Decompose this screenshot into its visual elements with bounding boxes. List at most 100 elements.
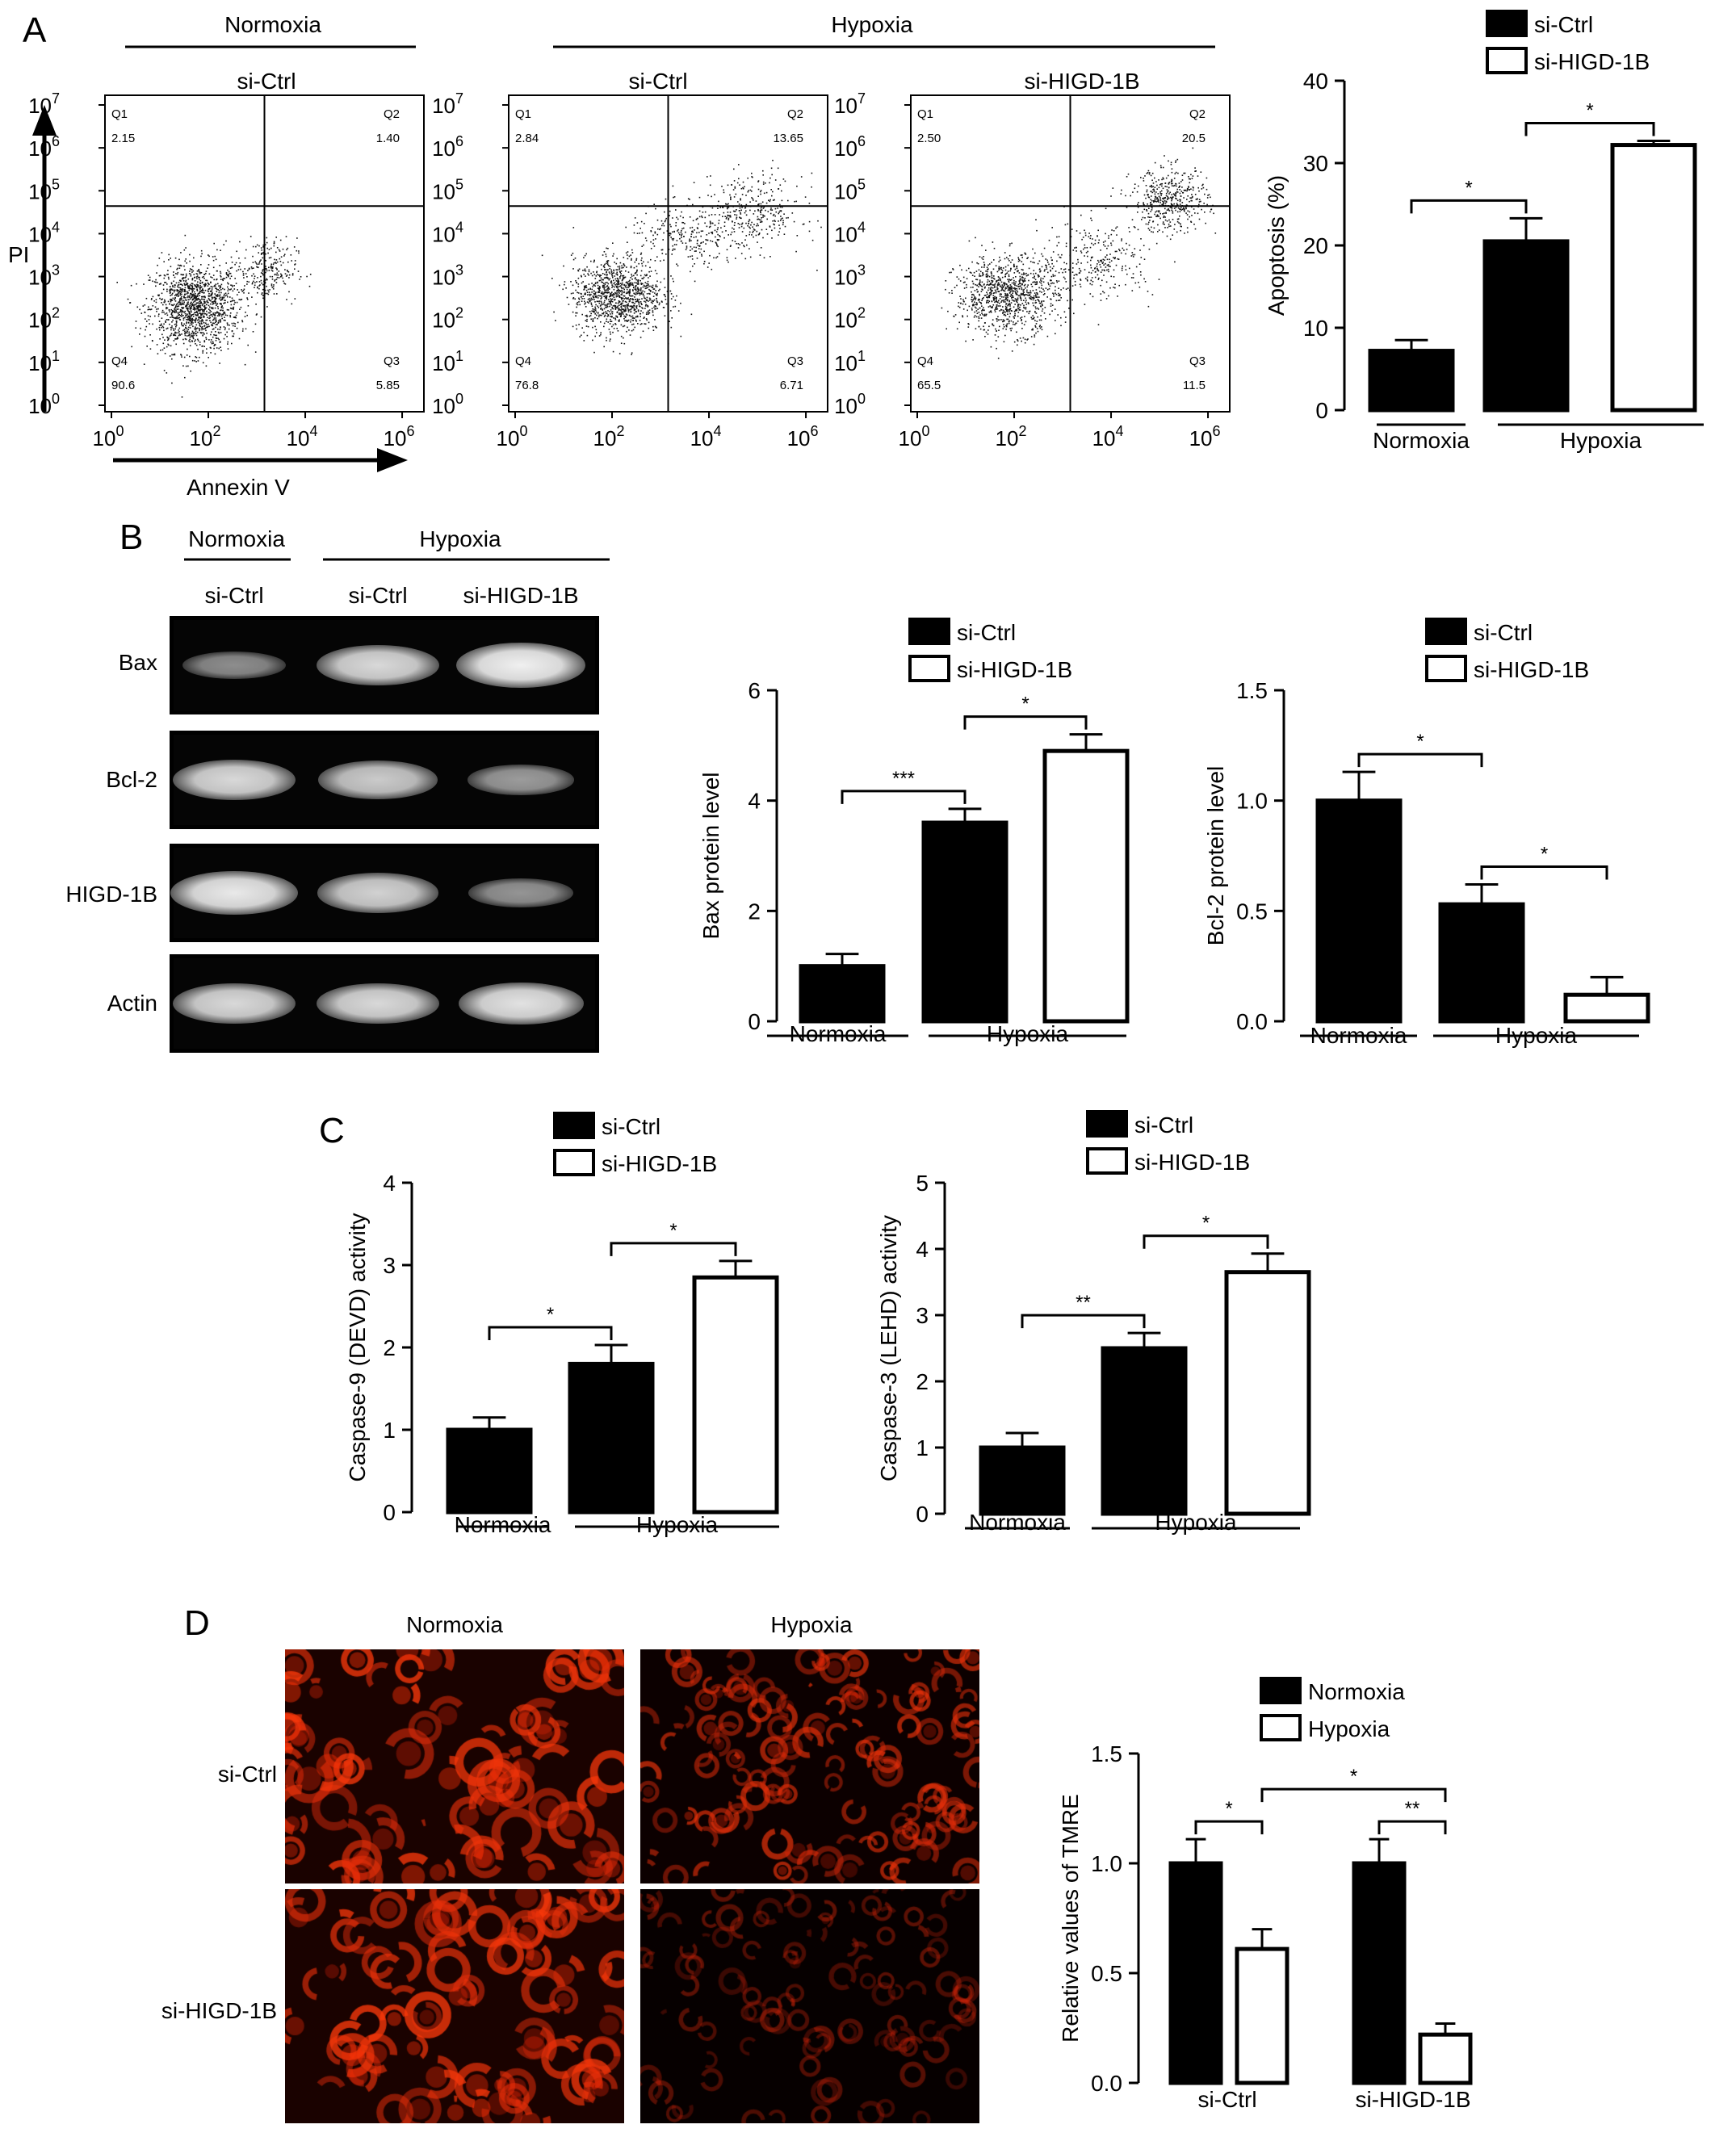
- flow-event: [635, 282, 638, 284]
- flow-event: [729, 215, 732, 216]
- flow-event: [216, 311, 218, 312]
- flow-event: [646, 274, 648, 276]
- flow-event: [257, 266, 258, 268]
- flow-event: [1013, 341, 1016, 343]
- flow-event: [208, 357, 209, 358]
- flow-event: [624, 309, 626, 312]
- flow-event: [1151, 199, 1153, 202]
- flow-event: [630, 316, 632, 317]
- flow-event: [652, 287, 653, 288]
- flow-event: [1101, 269, 1103, 271]
- flow-y-tick-exponent: 7: [52, 90, 60, 107]
- flow-event: [642, 278, 644, 279]
- flow-event: [1190, 199, 1192, 202]
- flow-event: [191, 296, 193, 298]
- flow-event: [624, 276, 627, 279]
- flow-event: [595, 329, 598, 331]
- flow-event: [176, 303, 178, 304]
- flow-event: [582, 281, 584, 283]
- flow-event: [166, 288, 168, 291]
- flow-event: [632, 290, 634, 291]
- flow-event: [178, 287, 180, 288]
- flow-event: [200, 322, 203, 324]
- flow-event: [223, 312, 225, 313]
- flow-event: [635, 288, 637, 290]
- flow-event: [161, 252, 163, 254]
- flow-event: [271, 287, 274, 288]
- flow-q1-value: 2.15: [111, 132, 135, 145]
- flow-event: [610, 282, 612, 284]
- flow-event: [1007, 304, 1009, 306]
- flow-event: [641, 278, 643, 279]
- flow-event: [156, 310, 157, 312]
- flow-event: [1149, 186, 1151, 187]
- flow-event: [185, 314, 187, 316]
- flow-event: [594, 316, 596, 319]
- flow-event: [184, 234, 187, 237]
- flow-event: [633, 304, 635, 307]
- flow-event: [976, 303, 978, 305]
- flow-event: [212, 286, 213, 288]
- flow-event: [1067, 287, 1069, 289]
- flow-event: [191, 303, 194, 304]
- flow-event: [294, 298, 296, 300]
- flow-event: [999, 285, 1001, 287]
- flow-event: [606, 274, 608, 276]
- flow-event: [581, 298, 583, 300]
- flow-event: [728, 215, 730, 216]
- flow-event: [262, 283, 264, 286]
- flow-event: [983, 325, 984, 328]
- flow-event: [652, 242, 654, 245]
- flow-event: [252, 262, 254, 263]
- flow-event: [1021, 316, 1023, 318]
- flow-event: [593, 274, 596, 275]
- flow-event: [994, 311, 996, 312]
- flow-event: [1106, 254, 1108, 256]
- flow-event: [602, 309, 604, 311]
- flow-event: [276, 247, 279, 249]
- flow-y-tick-exponent: 1: [455, 348, 463, 364]
- flow-event: [184, 291, 186, 293]
- flow-event: [220, 298, 222, 300]
- flow-event: [1121, 189, 1122, 191]
- flow-event: [650, 270, 652, 272]
- flow-event: [181, 313, 182, 315]
- flow-event: [211, 323, 213, 325]
- flow-event: [993, 259, 995, 261]
- flow-event: [773, 213, 775, 216]
- flow-event: [606, 263, 609, 266]
- flow-event: [1035, 332, 1037, 334]
- flow-event: [635, 277, 636, 279]
- flow-event: [280, 256, 283, 258]
- flow-event: [213, 317, 216, 319]
- flow-event: [1106, 269, 1108, 271]
- flow-event: [981, 245, 983, 246]
- flow-event: [213, 333, 215, 336]
- flow-event: [950, 271, 952, 274]
- flow-event: [1007, 279, 1008, 280]
- flow-event: [224, 300, 226, 302]
- flow-event: [1013, 272, 1016, 274]
- flow-event: [637, 288, 639, 291]
- flow-event: [1049, 266, 1051, 268]
- flow-event: [638, 288, 639, 290]
- flow-event: [1003, 314, 1005, 316]
- flow-event: [195, 324, 198, 326]
- flow-event: [257, 287, 258, 289]
- flow-event: [188, 317, 191, 319]
- flow-event: [1028, 279, 1029, 282]
- flow-event: [979, 302, 982, 304]
- flow-event: [1021, 254, 1023, 256]
- flow-event: [173, 329, 175, 331]
- flow-event: [195, 287, 198, 288]
- flow-event: [758, 219, 761, 220]
- flow-event: [602, 293, 605, 295]
- flow-event: [1028, 291, 1030, 294]
- flow-event: [740, 217, 742, 220]
- flow-event: [1059, 294, 1061, 295]
- flow-event: [1185, 207, 1187, 210]
- flow-event: [1050, 283, 1052, 285]
- flow-event: [696, 242, 698, 245]
- flow-event: [751, 191, 753, 192]
- flow-x-tick-exponent: 0: [519, 423, 527, 439]
